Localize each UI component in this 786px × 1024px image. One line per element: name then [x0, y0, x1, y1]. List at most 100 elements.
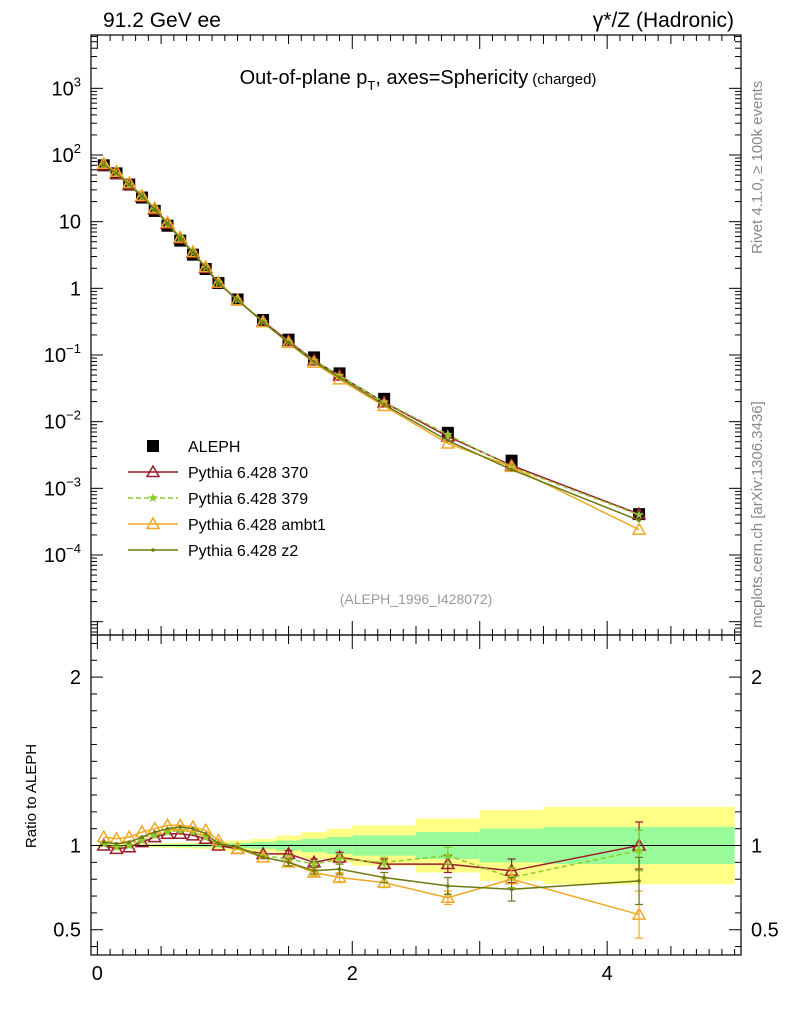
data-point-triangle	[96, 156, 112, 169]
data-point-dot	[446, 884, 450, 888]
main-y-tick-label-base: 10	[44, 412, 66, 434]
main-y-tick-label-exponent: −4	[66, 541, 81, 556]
data-point-star	[162, 827, 173, 837]
main-y-tick-label: 10−4	[44, 541, 81, 567]
main-y-tick-label: 10−2	[44, 408, 81, 434]
data-point-triangle	[134, 188, 150, 201]
x-tick-label: 0	[92, 963, 103, 985]
data-point-dot	[337, 375, 342, 380]
main-y-tick-label: 1	[70, 278, 81, 300]
data-point-dot	[127, 840, 132, 844]
x-tick-label: 4	[602, 963, 613, 985]
ratio-uncertainty-bands	[91, 806, 741, 885]
data-point-triangle	[185, 827, 201, 841]
data-point-dot	[191, 250, 195, 255]
data-point-dot	[235, 298, 240, 302]
data-point-triangle	[306, 864, 322, 878]
chart-title-main: Out-of-plane p	[240, 67, 368, 89]
data-point-triangle	[306, 355, 322, 368]
data-point-triangle	[332, 870, 347, 883]
main-y-tick-label-base: 10	[44, 478, 66, 500]
data-point-dot	[446, 438, 450, 443]
main-y-tick-label: 10−1	[44, 341, 81, 367]
data-point-dot	[203, 265, 208, 270]
data-point-dot	[140, 194, 144, 199]
legend-label: Pythia 6.428 370	[188, 465, 308, 482]
data-point-triangle	[198, 259, 213, 273]
data-point-triangle	[376, 875, 392, 888]
data-point-dot	[509, 467, 514, 472]
main-series-line	[103, 164, 640, 516]
header-left: 91.2 GeV ee	[103, 9, 221, 32]
data-point-triangle	[147, 200, 163, 214]
data-point-triangle	[631, 522, 647, 535]
data-point-triangle	[376, 398, 392, 412]
legend-label: Pythia 6.428 ambt1	[188, 517, 326, 534]
main-y-tick-label: 10	[59, 212, 81, 234]
legend: ALEPH Pythia 6.428 370 Pythia 6.428 379 Pyt…	[128, 439, 326, 560]
data-point-dot	[261, 855, 265, 860]
data-point-triangle	[440, 890, 456, 903]
data-point-dot	[101, 840, 106, 844]
main-y-tick-label-exponent: −3	[66, 474, 81, 489]
header-right: γ*/Z (Hadronic)	[592, 9, 734, 32]
data-point-star	[124, 840, 135, 850]
data-point-dot	[165, 221, 170, 226]
main-y-tick-label-base: 10	[59, 212, 81, 234]
ratio-y-tick-label-right: 2	[751, 667, 762, 689]
chart-title-rest: , axes=Sphericity	[375, 67, 528, 89]
data-point-dot	[178, 236, 183, 240]
data-point-star	[379, 857, 389, 867]
data-point-star	[149, 830, 160, 840]
main-series-line	[103, 164, 640, 515]
data-point-square	[147, 440, 159, 452]
ratio-y-tick-label: 1	[70, 836, 81, 858]
ratio-y-tick-label: 0.5	[53, 920, 81, 942]
data-point-dot	[165, 826, 170, 831]
data-point-star	[334, 853, 345, 864]
data-point-triangle	[376, 856, 392, 870]
main-y-tick-label: 10−3	[44, 474, 81, 500]
chart-title-note: (charged)	[532, 71, 596, 88]
main-y-tick-label-base: 10	[52, 145, 74, 167]
data-point-star	[309, 859, 319, 869]
main-y-tick-label-base: 10	[52, 78, 74, 100]
data-point-triangle	[172, 229, 188, 243]
data-point-triangle	[185, 244, 201, 258]
data-point-star	[379, 396, 389, 407]
main-y-tick-label-base: 10	[44, 545, 66, 567]
data-point-dot	[114, 842, 119, 846]
data-point-star	[334, 370, 345, 380]
data-point-dot	[312, 868, 316, 873]
chart-title-subscript: T	[367, 78, 375, 93]
data-point-star	[443, 429, 453, 439]
data-point-dot	[216, 842, 221, 846]
data-point-triangle	[160, 826, 175, 839]
data-point-triangle	[109, 841, 124, 855]
data-point-dot	[216, 281, 221, 285]
ratio-y-tick-label-right: 1	[751, 836, 762, 858]
ratio-plot-frame	[90, 634, 742, 956]
ratio-y-tick-label: 2	[70, 667, 81, 689]
data-point-triangle	[198, 831, 213, 845]
data-point-star	[443, 850, 453, 860]
data-point-star	[137, 835, 147, 845]
data-point-star	[634, 845, 644, 855]
legend-label: ALEPH	[188, 439, 240, 456]
data-point-dot	[286, 340, 291, 345]
data-point-dot	[152, 830, 157, 834]
data-point-dot	[637, 518, 641, 523]
data-point-dot	[337, 867, 342, 871]
data-point-dot	[382, 402, 386, 407]
main-y-tick-label: 102	[52, 141, 81, 167]
main-y-tick-label-base: 10	[44, 345, 66, 367]
data-point-triangle	[255, 314, 271, 328]
data-point-dot	[140, 835, 144, 839]
data-point-dot	[101, 163, 106, 167]
x-tick-label: 2	[347, 963, 358, 985]
main-y-tick-label-exponent: −1	[66, 341, 81, 356]
main-y-tick-label-exponent: 3	[74, 74, 81, 89]
data-point-star	[200, 832, 211, 842]
data-point-triangle	[160, 215, 175, 228]
